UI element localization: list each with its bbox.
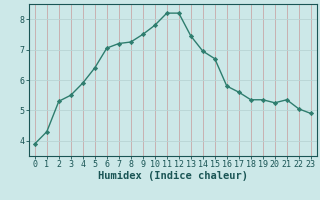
X-axis label: Humidex (Indice chaleur): Humidex (Indice chaleur) — [98, 171, 248, 181]
